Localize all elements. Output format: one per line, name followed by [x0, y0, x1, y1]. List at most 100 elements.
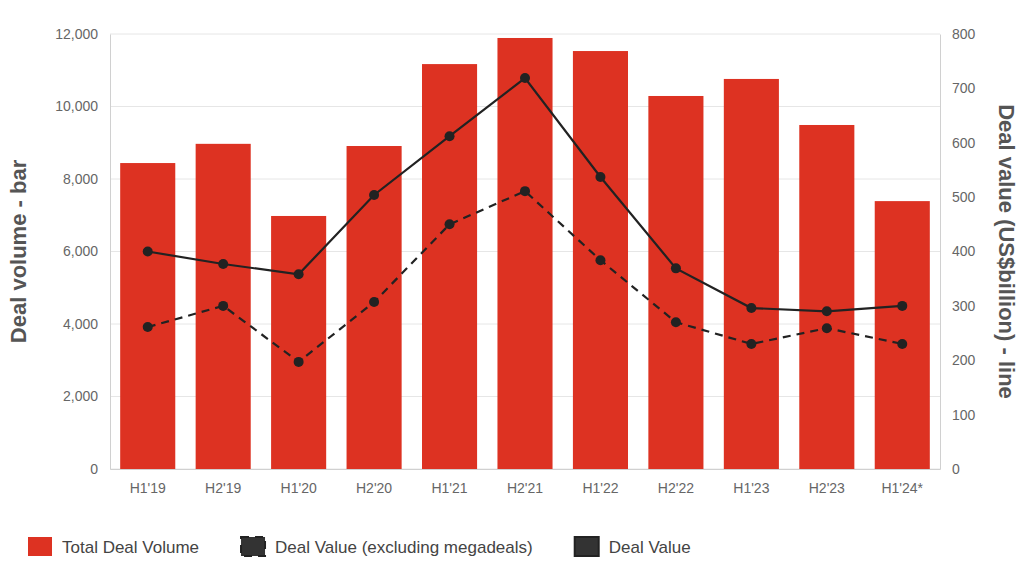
- axis-title: Deal value (US$billion) - line: [994, 104, 1019, 399]
- tick: 600: [940, 135, 976, 151]
- bar: [724, 79, 779, 469]
- axis: H1'19 H2'19 H1'20 H2'20 H1'21 H2'21 H1'22 H2'22…: [111, 469, 941, 496]
- tick: 0: [940, 461, 960, 477]
- tick: H1'23: [733, 469, 769, 496]
- tick-label: 0: [952, 461, 960, 477]
- grid: [110, 34, 940, 469]
- tick: 4,000: [63, 316, 110, 332]
- marker: [143, 322, 153, 332]
- chart: 0 2,000 4,000 6,000 8,000 10,000 12,000 0 100 200…: [0, 0, 1024, 566]
- marker: [445, 219, 455, 229]
- legend-swatch: [28, 537, 52, 556]
- marker: [822, 306, 832, 316]
- tick-label: 0: [90, 461, 98, 477]
- tick: 6,000: [63, 243, 110, 259]
- tick: 12,000: [55, 26, 110, 42]
- marker: [369, 297, 379, 307]
- axis: 0 100 200 300 400 500 600 700 800: [940, 26, 976, 477]
- marker: [595, 172, 605, 182]
- bar: [196, 144, 251, 469]
- tick-label: 400: [952, 243, 976, 259]
- bar-series: [120, 38, 930, 469]
- tick: 0: [90, 461, 110, 477]
- tick: 300: [940, 298, 976, 314]
- tick-label: H2'23: [809, 480, 845, 496]
- tick: 8,000: [63, 171, 110, 187]
- line: [148, 78, 903, 311]
- tick-label: 100: [952, 407, 976, 423]
- tick: H2'23: [809, 469, 845, 496]
- tick-label: 700: [952, 80, 976, 96]
- marker: [294, 269, 304, 279]
- tick-label: 500: [952, 189, 976, 205]
- marker: [746, 303, 756, 313]
- tick-label: 4,000: [63, 316, 98, 332]
- bar: [648, 96, 703, 469]
- bar: [120, 163, 175, 469]
- marker: [746, 339, 756, 349]
- bar: [875, 201, 930, 469]
- tick: H2'20: [356, 469, 392, 496]
- line-series: [143, 73, 908, 316]
- grid-line: [110, 34, 940, 35]
- marker: [897, 339, 907, 349]
- line-series: [143, 186, 908, 367]
- tick: 10,000: [55, 98, 110, 114]
- tick-label: 300: [952, 298, 976, 314]
- tick-label: 12,000: [55, 26, 98, 42]
- tick-label: H2'20: [356, 480, 392, 496]
- axis-line: [940, 35, 941, 470]
- tick: 100: [940, 407, 976, 423]
- tick-label: H1'22: [582, 480, 618, 496]
- tick-label: H1'23: [733, 480, 769, 496]
- plot-area: [120, 38, 930, 469]
- bar: [347, 146, 402, 469]
- tick: H1'21: [431, 469, 467, 496]
- tick: H2'22: [658, 469, 694, 496]
- marker: [143, 247, 153, 257]
- marker: [822, 323, 832, 333]
- tick-label: 600: [952, 135, 976, 151]
- marker: [520, 186, 530, 196]
- tick-label: 8,000: [63, 171, 98, 187]
- tick: H1'24*: [881, 469, 923, 496]
- marker: [671, 317, 681, 327]
- tick: 500: [940, 189, 976, 205]
- marker: [595, 255, 605, 265]
- bar: [799, 125, 854, 469]
- tick: 800: [940, 26, 976, 42]
- tick-label: 2,000: [63, 388, 98, 404]
- axis: 0 2,000 4,000 6,000 8,000 10,000 12,000: [55, 26, 110, 477]
- axis-line: [110, 35, 111, 470]
- tick: H2'19: [205, 469, 241, 496]
- tick: H1'19: [130, 469, 166, 496]
- tick-label: H1'19: [130, 480, 166, 496]
- marker: [445, 131, 455, 141]
- line: [148, 191, 903, 362]
- legend: Total Deal Volume Deal Value (excluding m…: [28, 537, 691, 557]
- tick: 700: [940, 80, 976, 96]
- tick-label: H2'19: [205, 480, 241, 496]
- legend-swatch: [241, 537, 265, 556]
- tick-label: H1'20: [281, 480, 317, 496]
- tick-label: H2'22: [658, 480, 694, 496]
- tick: 200: [940, 352, 976, 368]
- tick: 400: [940, 243, 976, 259]
- tick-label: H1'24*: [881, 480, 923, 496]
- axis-title: Deal volume - bar: [6, 159, 31, 343]
- marker: [294, 357, 304, 367]
- tick-label: H1'21: [431, 480, 467, 496]
- marker: [520, 73, 530, 83]
- tick: H2'21: [507, 469, 543, 496]
- marker: [897, 301, 907, 311]
- marker: [671, 263, 681, 273]
- tick: 2,000: [63, 388, 110, 404]
- tick-label: H2'21: [507, 480, 543, 496]
- marker: [218, 301, 228, 311]
- tick-label: 800: [952, 26, 976, 42]
- legend-label: Total Deal Volume: [62, 538, 199, 557]
- marker: [369, 190, 379, 200]
- tick: H1'22: [582, 469, 618, 496]
- axis-line: [111, 469, 941, 470]
- legend-label: Deal Value (excluding megadeals): [275, 538, 533, 557]
